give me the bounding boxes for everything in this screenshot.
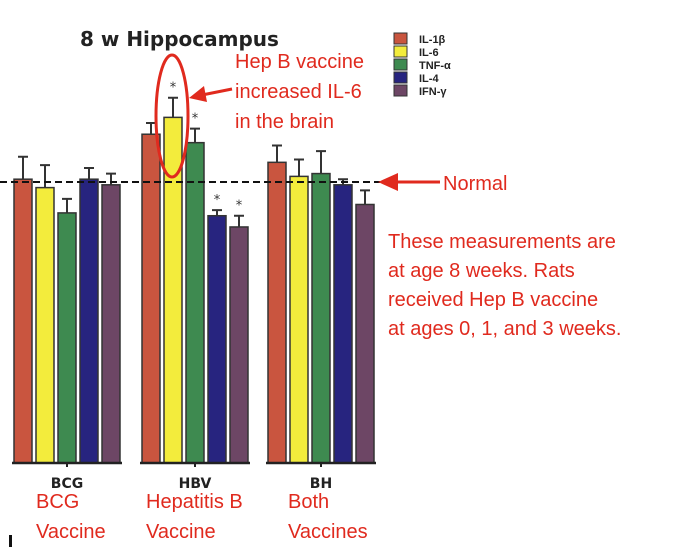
- significance-star: *: [192, 112, 199, 127]
- category-label-BH: BH: [310, 476, 332, 492]
- error-bar-HBV-1: [168, 96, 178, 118]
- bar-BH-2: [311, 172, 331, 464]
- bar-BH-0: [267, 161, 287, 464]
- note-line-4: at ages 0, 1, and 3 weeks.: [388, 318, 622, 340]
- note-line-2: at age 8 weeks. Rats: [388, 260, 575, 282]
- category-annotation-line-2: Vaccine: [36, 521, 106, 543]
- chart-title: 8 w Hippocampus: [80, 27, 279, 51]
- callout-line-2: increased IL-6: [235, 81, 362, 103]
- error-bar-HBV-2: [190, 127, 200, 143]
- bar-BH-4: [355, 203, 375, 464]
- category-annotation-line-1: BCG: [36, 491, 79, 513]
- error-bar-BCG-1: [40, 164, 50, 188]
- category-annotation-line-1: Hepatitis B: [146, 491, 243, 513]
- category-label-BCG: BCG: [51, 476, 83, 492]
- callout-line-3: in the brain: [235, 111, 334, 133]
- legend-label: IL-6: [419, 47, 439, 59]
- error-bar-BH-2: [316, 150, 326, 174]
- category-annotation-line-1: Both: [288, 491, 329, 513]
- legend-swatch: [393, 32, 408, 45]
- legend-label: IFN-γ: [419, 86, 447, 98]
- il6-highlight-ellipse: [154, 53, 190, 179]
- legend-label: TNF-α: [419, 60, 451, 72]
- bar-BH-1: [289, 175, 309, 464]
- legend-swatch: [393, 84, 408, 97]
- category-annotation-line-2: Vaccines: [288, 521, 368, 543]
- bar-BCG-0: [13, 178, 33, 464]
- error-bar-HBV-3: [212, 209, 222, 216]
- significance-star: *: [170, 81, 177, 96]
- error-bar-HBV-4: [234, 214, 244, 227]
- legend-swatch: [393, 58, 408, 71]
- legend-label: IL-1β: [419, 34, 446, 46]
- bar-HBV-3: [207, 214, 227, 464]
- bar-HBV-2: [185, 141, 205, 464]
- bar-HBV-4: [229, 226, 249, 464]
- normal-label: Normal: [443, 173, 507, 195]
- error-bar-HBV-0: [146, 121, 156, 135]
- legend-label: IL-4: [419, 73, 439, 85]
- significance-star: *: [214, 193, 221, 208]
- bar-HBV-0: [141, 133, 161, 464]
- note-line-3: received Hep B vaccine: [388, 289, 598, 311]
- error-bar-BCG-0: [18, 155, 28, 180]
- legend-swatch: [393, 71, 408, 84]
- bar-BCG-1: [35, 186, 55, 464]
- cropped-axis-mark: [9, 535, 12, 547]
- bar-BH-3: [333, 184, 353, 464]
- bar-BCG-4: [101, 184, 121, 464]
- error-bar-BH-1: [294, 158, 304, 177]
- note-line-1: These measurements are: [388, 231, 616, 253]
- error-bar-BH-4: [360, 189, 370, 205]
- error-bar-BCG-3: [84, 166, 94, 180]
- legend-swatch: [393, 45, 408, 58]
- callout-arrow-icon: [189, 86, 233, 102]
- significance-star: *: [236, 199, 243, 214]
- callout-line-1: Hep B vaccine: [235, 51, 364, 73]
- category-label-HBV: HBV: [179, 476, 212, 492]
- error-bar-BCG-2: [62, 197, 72, 213]
- error-bar-BH-0: [272, 144, 282, 163]
- category-annotation-line-2: Vaccine: [146, 521, 216, 543]
- bar-BCG-3: [79, 178, 99, 464]
- error-bar-BCG-4: [106, 172, 116, 185]
- normal-arrow-icon: [378, 173, 440, 191]
- bar-BCG-2: [57, 212, 77, 464]
